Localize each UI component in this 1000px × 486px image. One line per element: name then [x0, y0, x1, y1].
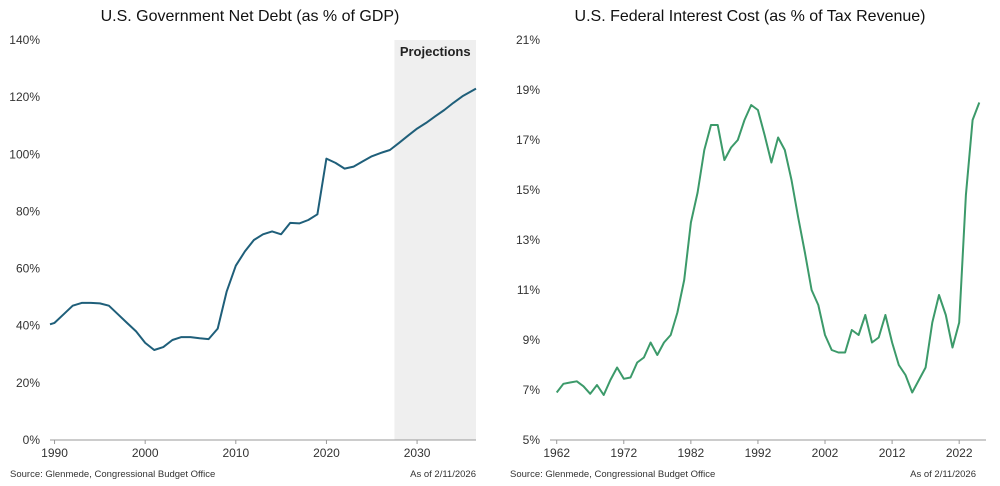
- x-tick-label: 2000: [132, 446, 159, 460]
- y-tick-label: 17%: [516, 133, 540, 147]
- x-tick-label: 2012: [879, 446, 906, 460]
- y-tick-label: 13%: [516, 233, 540, 247]
- x-tick-label: 2010: [222, 446, 249, 460]
- x-tick-label: 2002: [812, 446, 839, 460]
- y-tick-label: 80%: [16, 204, 40, 218]
- projections-region: [394, 40, 476, 440]
- y-tick-label: 140%: [9, 33, 40, 47]
- interest-cost-chart-panel: U.S. Federal Interest Cost (as % of Tax …: [500, 0, 1000, 486]
- y-tick-label: 100%: [9, 147, 40, 161]
- y-tick-label: 20%: [16, 376, 40, 390]
- x-tick-label: 2020: [313, 446, 340, 460]
- as-of-date: As of 2/11/2026: [910, 469, 976, 480]
- net-debt-chart-panel: U.S. Government Net Debt (as % of GDP) P…: [9, 8, 477, 480]
- series-line: [555, 102, 981, 396]
- x-tick-label: 2030: [404, 446, 431, 460]
- y-tick-label: 0%: [23, 433, 41, 447]
- x-tick-label: 2022: [946, 446, 973, 460]
- y-tick-label: 19%: [516, 83, 540, 97]
- as-of-date: As of 2/11/2026: [410, 469, 476, 480]
- y-tick-label: 5%: [523, 433, 541, 447]
- y-tick-label: 15%: [516, 183, 540, 197]
- net-debt-chart: Projections 0% 20% 40% 60% 80% 100% 120% 140% 199…: [9, 33, 477, 460]
- interest-cost-chart: 5% 7% 9% 11% 13% 15% 17% 19% 21% 1962 1972 1982 1992…: [516, 33, 986, 460]
- chart-title: U.S. Federal Interest Cost (as % of Tax …: [574, 8, 926, 25]
- x-tick-label: 1990: [41, 446, 68, 460]
- y-tick-label: 60%: [16, 262, 40, 276]
- x-tick-label: 1992: [745, 446, 772, 460]
- y-tick-label: 40%: [16, 319, 40, 333]
- x-tick-label: 1982: [678, 446, 705, 460]
- projections-label: Projections: [400, 44, 471, 59]
- x-tick-label: 1972: [610, 446, 637, 460]
- y-tick-label: 120%: [9, 90, 40, 104]
- source-note: Source: Glenmede, Congressional Budget O…: [510, 469, 716, 480]
- source-note: Source: Glenmede, Congressional Budget O…: [10, 469, 216, 480]
- y-tick-label: 7%: [523, 383, 541, 397]
- x-tick-label: 1962: [543, 446, 570, 460]
- chart-title: U.S. Government Net Debt (as % of GDP): [100, 8, 400, 25]
- y-tick-label: 21%: [516, 33, 540, 47]
- series-line: [49, 87, 477, 351]
- y-tick-label: 11%: [517, 283, 540, 297]
- y-tick-label: 9%: [523, 333, 541, 347]
